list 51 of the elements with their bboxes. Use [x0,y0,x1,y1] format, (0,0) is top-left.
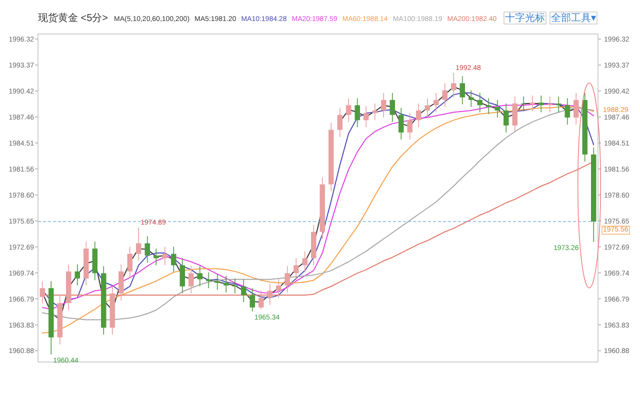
candlestick [74,264,80,286]
candlestick [451,72,456,98]
candlestick [494,100,500,118]
candlestick [530,95,535,112]
candlestick [154,248,159,266]
candlestick [250,288,255,312]
candlestick [284,266,290,293]
candlestick [197,266,202,287]
candlestick [144,236,150,264]
candlestick [267,283,272,306]
candlestick [460,76,465,105]
candlestick [434,92,439,113]
candlestick [398,107,404,140]
candlestick [40,280,45,304]
candlestick [188,266,194,294]
candlestick [302,250,308,273]
candlestick [538,95,544,113]
chart-title: 现货黄金 <5分> [38,12,108,24]
candlestick [504,103,509,133]
candlestick [564,98,570,125]
candlestick [477,92,482,113]
candlestick [118,264,124,301]
candlestick [180,258,185,294]
candlestick [127,246,132,279]
candlestick [294,258,299,281]
candlestick [521,96,526,112]
candlestick [381,92,386,118]
candlestick [442,82,448,108]
candlestick [232,278,238,294]
candlestick [407,112,412,140]
candlestick [424,98,430,118]
candlestick [574,92,579,125]
candlestick [372,103,378,121]
candlestick [276,278,282,298]
candlestick [364,106,369,128]
candlestick [171,246,176,273]
text: 十字光标 [504,12,545,24]
candlestick [136,227,142,262]
candlestick [214,274,220,290]
candlestick [346,98,352,122]
candlestick [512,96,518,133]
candlestick [258,290,264,310]
text: 全部工具▾ [550,12,596,24]
candlestick [337,107,342,138]
candlestick [486,98,492,114]
candlestick [468,90,474,108]
candlestick [416,103,422,128]
candlestick [354,98,360,128]
candlestick [241,278,246,303]
candlestick [390,92,395,122]
candlestick [224,275,229,293]
